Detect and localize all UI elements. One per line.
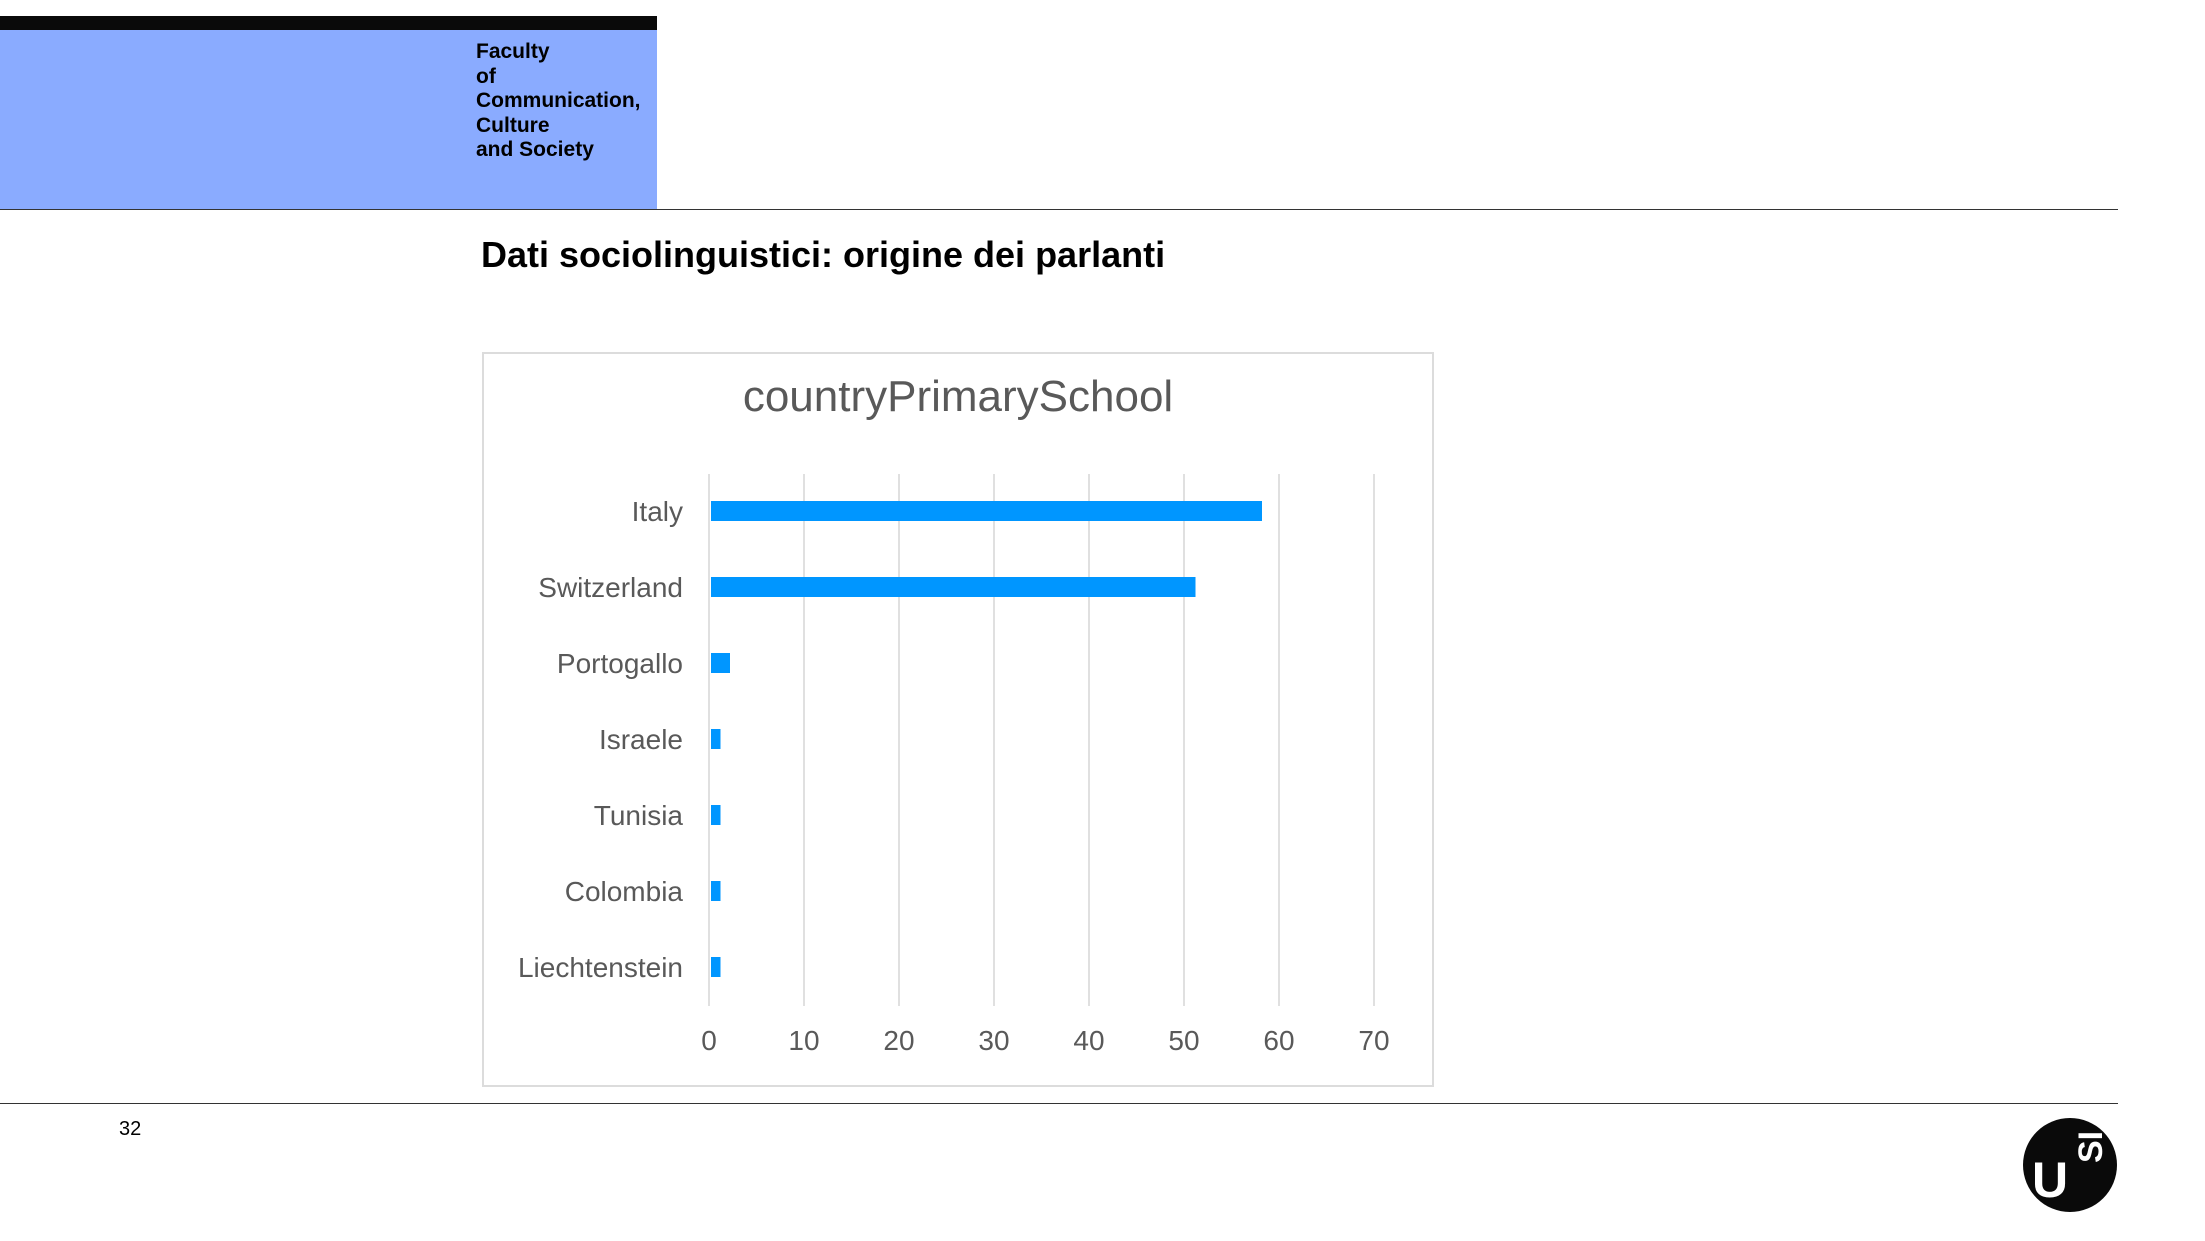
chart-title: countryPrimarySchool [743, 372, 1173, 421]
category-label: Liechtenstein [518, 952, 683, 983]
logo-letters-si: SI [2072, 1131, 2110, 1163]
faculty-line: of [476, 64, 496, 88]
slide-title: Dati sociolinguistici: origine dei parla… [481, 234, 1166, 275]
x-tick-label: 70 [1358, 1025, 1389, 1056]
logo-letter-u: U [2032, 1152, 2068, 1208]
faculty-line: Communication, [476, 89, 641, 112]
faculty-line: and Society [476, 138, 594, 161]
bar [711, 805, 721, 825]
category-label: Colombia [565, 876, 684, 907]
x-tick-label: 60 [1263, 1025, 1294, 1056]
footer-divider [0, 1103, 2118, 1104]
category-label: Tunisia [594, 800, 684, 831]
category-label: Portogallo [557, 648, 683, 679]
bar [711, 653, 730, 673]
x-tick-label: 50 [1168, 1025, 1199, 1056]
bar [711, 577, 1196, 597]
x-tick-label: 0 [701, 1025, 717, 1056]
header-blue-block [0, 30, 657, 209]
bar [711, 729, 721, 749]
faculty-name: Faculty of Communication, Culture and So… [476, 40, 656, 163]
faculty-line: Culture [476, 113, 550, 137]
category-label: Israele [599, 724, 683, 755]
header-divider [0, 209, 2118, 210]
faculty-line: Faculty [476, 40, 550, 63]
category-label: Switzerland [538, 572, 683, 603]
category-label: Italy [632, 496, 683, 527]
x-tick-label: 40 [1073, 1025, 1104, 1056]
x-tick-label: 30 [978, 1025, 1009, 1056]
bar [711, 501, 1262, 521]
chart: countryPrimarySchool 0 10 20 30 40 50 60 70 Italy… [518, 372, 1390, 1056]
bar [711, 957, 721, 977]
bar [711, 881, 721, 901]
header-black-bar [0, 16, 657, 30]
x-tick-label: 20 [883, 1025, 914, 1056]
usi-logo: U SI [2023, 1118, 2117, 1212]
x-tick-label: 10 [788, 1025, 819, 1056]
page-number: 32 [119, 1118, 142, 1140]
chart-frame: countryPrimarySchool 0 10 20 30 40 50 60 70 Italy… [482, 352, 1434, 1087]
